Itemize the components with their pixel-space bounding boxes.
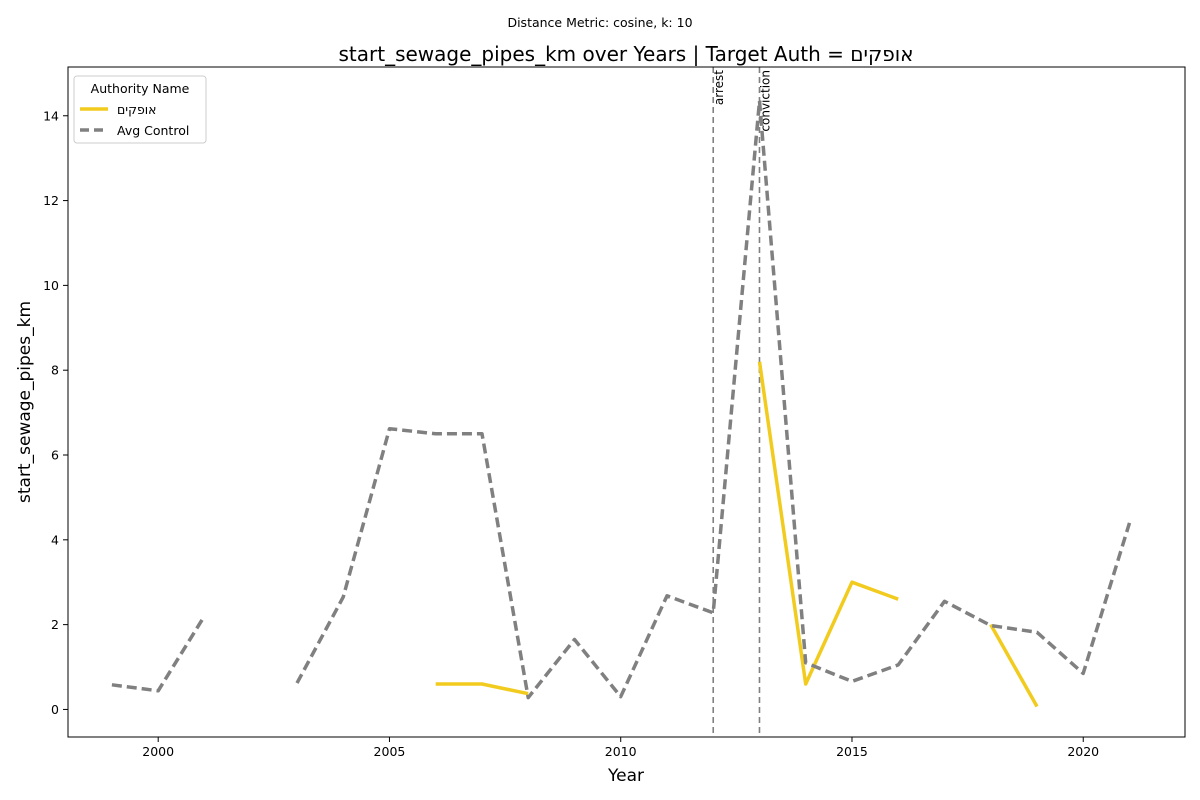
y-tick-label: 0 [51, 702, 59, 717]
y-tick-label: 6 [51, 448, 59, 463]
legend-entry-avg-control: Avg Control [117, 123, 189, 138]
plot-frame [67, 66, 1186, 738]
y-tick-label: 8 [51, 363, 59, 378]
plot-area: arrest conviction [111, 67, 1132, 737]
x-tick-label: 2010 [605, 744, 637, 759]
y-tick-label: 2 [51, 617, 59, 632]
x-tick-label: 2015 [836, 744, 868, 759]
x-tick-label: 2005 [374, 744, 406, 759]
series-segment [295, 99, 1132, 700]
y-axis-label: start_sewage_pipes_km [15, 301, 35, 503]
chart-title: start_sewage_pipes_km over Years | Targe… [338, 42, 913, 66]
y-tick-label: 14 [43, 108, 59, 123]
series-line-avg-control [111, 99, 1132, 700]
series-segment [111, 615, 206, 693]
y-tick-label: 4 [51, 532, 59, 547]
series-segment [989, 623, 1039, 708]
x-axis: 2000 2005 2010 2015 2020 [142, 737, 1099, 759]
series-segment [757, 361, 899, 686]
x-tick-label: 2020 [1067, 744, 1099, 759]
x-axis-label: Year [607, 766, 644, 786]
y-tick-label: 12 [43, 193, 59, 208]
event-label-arrest: arrest [712, 70, 726, 105]
series-segment [435, 682, 529, 696]
y-tick-label: 10 [43, 278, 59, 293]
chart-suptitle: Distance Metric: cosine, k: 10 [507, 15, 692, 30]
legend: Authority Name אופקים Avg Control [73, 75, 207, 144]
x-tick-label: 2000 [142, 744, 174, 759]
legend-box [73, 75, 207, 144]
series-line-target [435, 361, 1039, 708]
legend-entry-target: אופקים [117, 102, 157, 117]
legend-title: Authority Name [91, 81, 190, 96]
y-axis: 0 2 4 6 8 10 12 14 [43, 108, 68, 717]
